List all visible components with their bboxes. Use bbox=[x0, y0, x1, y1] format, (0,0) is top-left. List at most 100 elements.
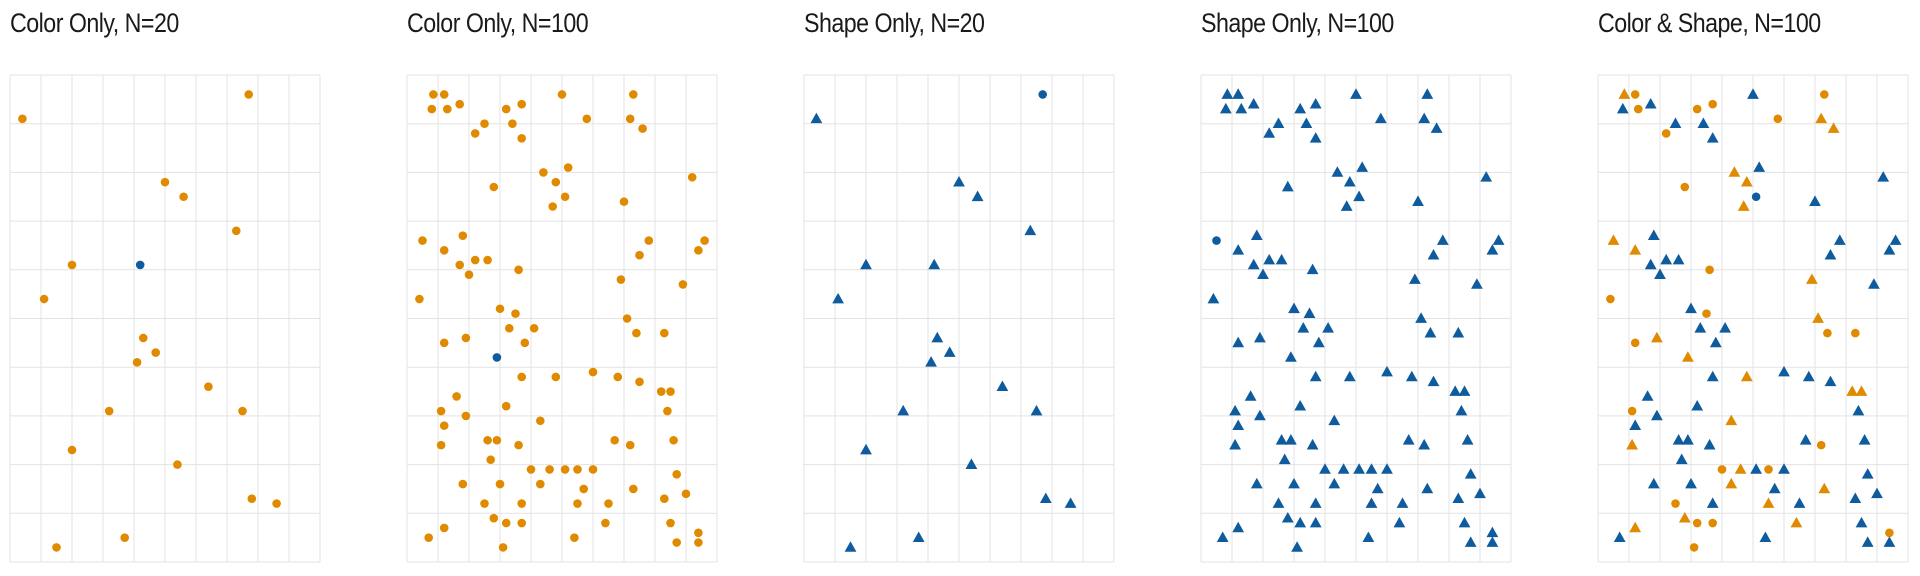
data-point bbox=[660, 328, 669, 338]
data-point bbox=[173, 460, 182, 469]
data-point bbox=[844, 541, 857, 552]
data-point bbox=[104, 406, 114, 416]
data-point bbox=[1285, 434, 1297, 445]
data-point bbox=[1654, 268, 1666, 280]
data-point bbox=[669, 435, 678, 445]
data-point bbox=[1319, 463, 1331, 474]
data-point bbox=[860, 443, 872, 455]
data-point bbox=[464, 270, 474, 279]
data-point bbox=[1616, 102, 1629, 114]
data-point bbox=[1877, 171, 1890, 182]
data-point bbox=[1764, 465, 1773, 474]
grid bbox=[803, 74, 1115, 563]
data-point bbox=[1694, 322, 1707, 333]
data-point bbox=[1294, 399, 1307, 411]
data-point bbox=[1452, 492, 1465, 504]
data-point bbox=[480, 499, 489, 508]
data-point bbox=[1815, 112, 1828, 124]
data-point bbox=[1627, 406, 1637, 416]
data-point bbox=[483, 255, 492, 265]
scatter-plot bbox=[9, 74, 321, 563]
data-point bbox=[1254, 331, 1266, 343]
data-point bbox=[1889, 234, 1902, 245]
data-point bbox=[232, 226, 241, 236]
data-point bbox=[996, 380, 1009, 392]
data-point bbox=[1812, 312, 1824, 323]
data-point bbox=[511, 309, 520, 318]
data-point bbox=[1647, 229, 1660, 241]
data-point bbox=[1309, 497, 1322, 508]
data-point bbox=[120, 533, 129, 542]
data-point bbox=[1734, 463, 1747, 474]
data-point bbox=[1871, 487, 1883, 499]
chart-title: Color & Shape, N=100 bbox=[1598, 8, 1821, 38]
data-point bbox=[1486, 526, 1499, 538]
data-point bbox=[1362, 531, 1375, 542]
data-point bbox=[495, 304, 505, 314]
data-point bbox=[1717, 465, 1727, 474]
data-point bbox=[1672, 434, 1685, 445]
data-point bbox=[1328, 477, 1341, 489]
data-point bbox=[458, 231, 468, 241]
data-point bbox=[656, 387, 666, 396]
data-point bbox=[1412, 195, 1424, 206]
data-point bbox=[1219, 102, 1232, 114]
data-point bbox=[638, 124, 647, 133]
data-point bbox=[548, 202, 557, 211]
data-point bbox=[517, 134, 526, 143]
data-point bbox=[238, 406, 247, 416]
data-point bbox=[1418, 438, 1431, 450]
scatter-plot bbox=[1597, 74, 1909, 563]
data-point bbox=[514, 265, 523, 275]
data-point bbox=[570, 533, 579, 542]
scatter-plot bbox=[1200, 74, 1512, 563]
data-point bbox=[1747, 88, 1759, 99]
data-point bbox=[1725, 414, 1738, 426]
data-point bbox=[560, 465, 570, 474]
data-point bbox=[1464, 536, 1477, 547]
data-point bbox=[912, 531, 925, 542]
data-point bbox=[439, 246, 449, 255]
chart-panel-3: Shape Only, N=20 bbox=[794, 0, 1119, 576]
data-point bbox=[1618, 88, 1631, 99]
data-point bbox=[1719, 322, 1731, 333]
data-point bbox=[810, 112, 823, 124]
data-point bbox=[1396, 497, 1409, 508]
data-point bbox=[455, 260, 464, 270]
chart-title: Color Only, N=20 bbox=[10, 8, 179, 38]
data-point bbox=[1458, 516, 1471, 528]
data-point bbox=[455, 99, 464, 109]
data-point bbox=[928, 258, 941, 270]
data-point bbox=[501, 401, 511, 411]
data-point bbox=[529, 323, 539, 333]
data-point bbox=[439, 523, 449, 533]
data-point bbox=[1806, 273, 1818, 284]
data-point bbox=[1816, 440, 1826, 450]
data-point bbox=[694, 528, 703, 538]
data-point bbox=[1685, 477, 1697, 489]
data-point bbox=[1365, 463, 1378, 474]
data-point bbox=[563, 163, 573, 172]
data-point bbox=[461, 333, 471, 343]
data-point bbox=[557, 90, 567, 99]
data-point bbox=[1350, 88, 1362, 99]
data-point bbox=[1436, 234, 1449, 245]
data-point bbox=[622, 314, 632, 323]
data-point bbox=[1285, 351, 1297, 362]
chart-title: Shape Only, N=100 bbox=[1201, 8, 1394, 38]
data-point bbox=[1024, 224, 1037, 236]
data-point bbox=[1381, 365, 1393, 377]
data-point bbox=[625, 114, 635, 124]
data-point bbox=[1675, 453, 1688, 465]
data-point bbox=[18, 114, 27, 124]
data-point bbox=[604, 499, 613, 508]
data-point bbox=[1708, 518, 1717, 528]
data-point bbox=[1030, 404, 1043, 416]
data-point bbox=[610, 435, 619, 445]
data-point bbox=[1294, 102, 1307, 114]
data-point bbox=[616, 275, 626, 284]
data-point bbox=[1278, 453, 1291, 465]
data-point bbox=[436, 406, 446, 416]
data-point bbox=[1257, 268, 1269, 280]
data-point bbox=[514, 440, 523, 450]
